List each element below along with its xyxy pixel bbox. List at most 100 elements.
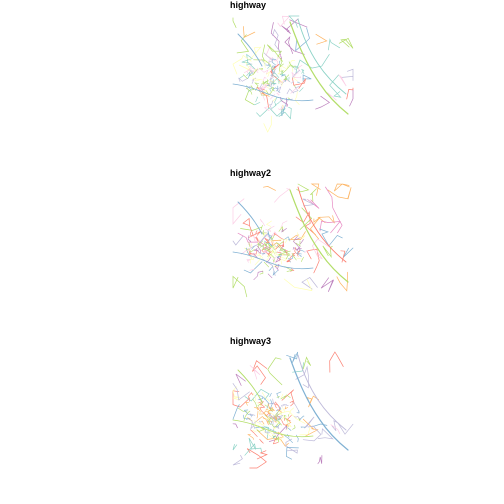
road-segment bbox=[241, 53, 257, 71]
road-segment bbox=[299, 87, 304, 92]
road-segment bbox=[260, 225, 263, 231]
road-segment bbox=[255, 69, 259, 73]
road-segment bbox=[295, 240, 301, 247]
road-segment bbox=[286, 421, 292, 430]
road-segment bbox=[283, 74, 290, 81]
panel-title: highway bbox=[230, 0, 267, 10]
road-segment bbox=[271, 65, 274, 73]
road-segment bbox=[297, 253, 302, 257]
road-segment bbox=[232, 390, 251, 408]
road-segment bbox=[243, 409, 254, 416]
road-segment bbox=[283, 414, 289, 422]
road-segment bbox=[247, 434, 255, 440]
road-segment bbox=[281, 18, 299, 35]
road-segment bbox=[280, 395, 286, 400]
road-segment bbox=[262, 59, 267, 68]
road-segment bbox=[331, 420, 354, 435]
road-segment bbox=[232, 54, 252, 75]
road-segment bbox=[280, 408, 306, 424]
road-segment bbox=[269, 87, 275, 95]
road-segment bbox=[272, 270, 279, 276]
road-segment bbox=[278, 238, 288, 244]
road-segment bbox=[340, 250, 346, 263]
road-segment bbox=[250, 70, 254, 74]
road-segment bbox=[265, 418, 271, 420]
road-segment bbox=[278, 81, 281, 85]
road-segment bbox=[292, 77, 306, 89]
road-segment bbox=[254, 420, 265, 431]
road-segment bbox=[259, 438, 264, 444]
road-segment bbox=[269, 244, 275, 249]
road-segment bbox=[275, 406, 282, 412]
road-segment bbox=[236, 34, 250, 54]
road-segment bbox=[232, 386, 241, 401]
road-segment bbox=[253, 248, 260, 251]
road-segment bbox=[250, 422, 253, 429]
road-segment bbox=[238, 408, 248, 412]
road-segment bbox=[338, 37, 354, 49]
road-segment bbox=[274, 188, 290, 203]
road-segment bbox=[253, 253, 258, 259]
road-segment bbox=[277, 15, 291, 28]
road-segment bbox=[289, 357, 349, 451]
road-segment bbox=[276, 251, 282, 254]
road-segment bbox=[291, 253, 295, 259]
road-segment bbox=[300, 239, 304, 244]
road-segment bbox=[256, 427, 265, 432]
road-segment bbox=[272, 257, 277, 260]
road-segment bbox=[243, 410, 251, 421]
road-segment bbox=[279, 432, 285, 442]
road-segment bbox=[302, 425, 322, 442]
road-segment bbox=[255, 230, 258, 234]
road-segment bbox=[247, 235, 252, 243]
road-segment bbox=[262, 258, 276, 276]
road-segment bbox=[297, 354, 347, 431]
road-segment bbox=[251, 79, 255, 84]
road-segment bbox=[237, 33, 263, 67]
road-segment bbox=[288, 255, 294, 263]
road-segment bbox=[254, 82, 259, 91]
road-segment bbox=[274, 416, 278, 419]
road-segment bbox=[268, 415, 271, 421]
road-segment bbox=[280, 70, 284, 75]
road-segment bbox=[251, 243, 253, 248]
road-segment bbox=[289, 21, 349, 115]
road-segment bbox=[346, 87, 354, 100]
road-segment bbox=[286, 394, 291, 398]
road-segment bbox=[341, 68, 354, 81]
road-segment bbox=[249, 256, 253, 264]
road-segment bbox=[259, 420, 263, 423]
road-segment bbox=[269, 65, 275, 71]
road-segment bbox=[267, 240, 269, 243]
road-segment bbox=[262, 59, 272, 66]
road-segment bbox=[257, 402, 263, 407]
road-segment bbox=[246, 65, 252, 74]
road-segment bbox=[243, 26, 256, 38]
road-segment bbox=[232, 83, 314, 102]
road-segment bbox=[261, 420, 265, 425]
road-segment bbox=[273, 425, 279, 430]
road-segment bbox=[295, 365, 309, 389]
road-segment bbox=[268, 68, 274, 70]
road-segment bbox=[286, 351, 299, 363]
road-segment bbox=[295, 54, 330, 74]
road-segment bbox=[243, 74, 248, 79]
road-segment bbox=[302, 356, 312, 370]
road-segment bbox=[266, 220, 272, 227]
road-segment bbox=[273, 415, 277, 422]
road-segment bbox=[297, 186, 347, 263]
road-segment bbox=[279, 79, 283, 87]
road-segment bbox=[246, 242, 252, 252]
road-segment bbox=[294, 91, 300, 105]
road-segment bbox=[268, 407, 274, 412]
road-segment bbox=[277, 85, 281, 93]
road-segment bbox=[294, 247, 297, 254]
road-segment bbox=[338, 74, 347, 87]
road-segment bbox=[258, 87, 263, 92]
road-segment bbox=[237, 201, 263, 235]
road-segment bbox=[272, 257, 278, 264]
road-segment bbox=[269, 100, 274, 110]
road-network-map bbox=[232, 183, 354, 298]
road-segment bbox=[300, 426, 306, 428]
road-segment bbox=[281, 252, 284, 256]
